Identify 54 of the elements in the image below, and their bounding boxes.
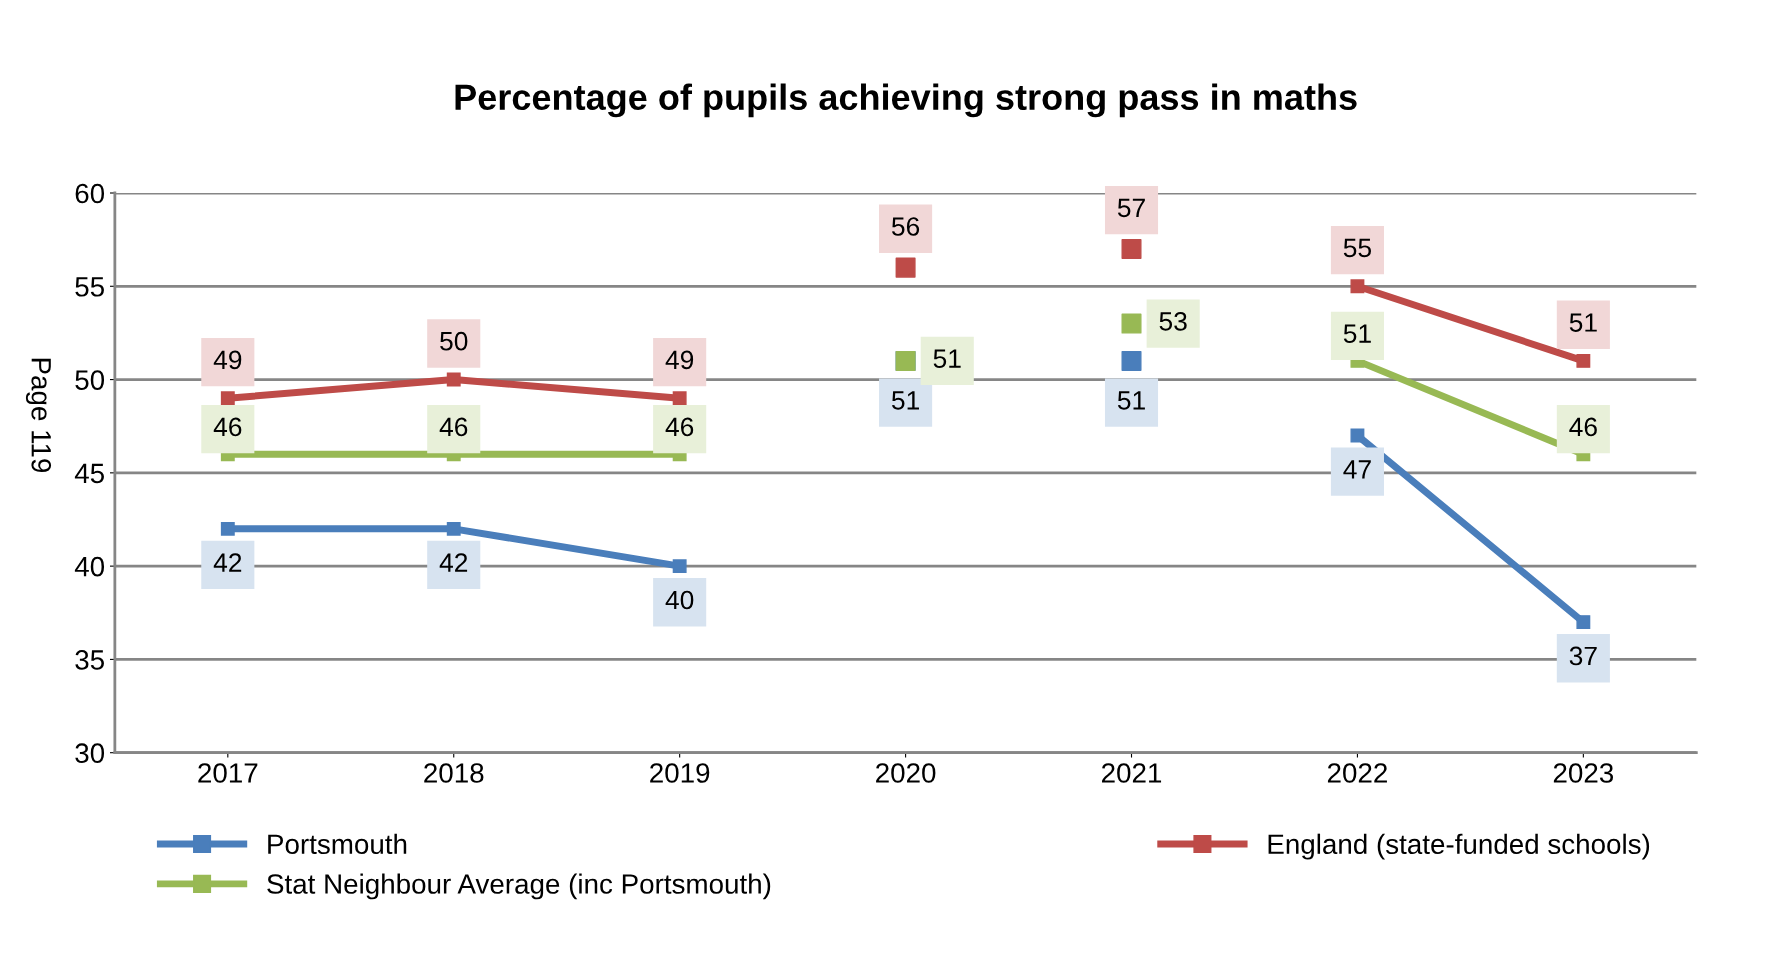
y-tick-label: 40 — [74, 556, 105, 577]
point — [446, 521, 461, 536]
data-label: 46 — [1569, 417, 1597, 437]
x-tick-label: 2019 — [650, 763, 710, 783]
data-label: 46 — [439, 417, 468, 437]
point — [220, 391, 235, 406]
data-label: 49 — [213, 350, 242, 370]
legend-label: Stat Neighbour Average (inc Portsmouth) — [267, 873, 771, 900]
point — [1576, 615, 1591, 630]
y-tick-label: 60 — [75, 183, 105, 204]
data-label: 53 — [1159, 311, 1187, 331]
point — [220, 521, 235, 536]
x-tick-label: 2018 — [424, 763, 484, 783]
x-tick-label: 2023 — [1553, 763, 1614, 783]
point — [1350, 279, 1365, 294]
data-label: 50 — [440, 331, 468, 351]
point — [672, 559, 687, 574]
point — [1121, 313, 1142, 334]
data-label: 42 — [439, 553, 468, 572]
legend-label: England (state-funded schools) — [1268, 833, 1650, 860]
data-label: 42 — [213, 553, 242, 572]
data-label: 55 — [1343, 238, 1372, 258]
chart-title: Percentage of pupils achieving strong pass in maths — [455, 83, 1357, 118]
point — [1121, 350, 1142, 371]
data-label: 46 — [665, 417, 694, 437]
point — [895, 257, 916, 278]
data-label: 51 — [1343, 324, 1371, 343]
text: Page 119 — [25, 358, 52, 473]
x-tick-label: 2021 — [1102, 763, 1162, 783]
x-tick-label: 2020 — [876, 763, 936, 783]
y-tick-label: 50 — [75, 370, 105, 390]
point — [446, 372, 461, 387]
point — [1576, 353, 1591, 368]
point — [672, 391, 687, 406]
y-tick-label: 35 — [75, 650, 104, 670]
point — [1121, 238, 1142, 259]
y-tick-label: 45 — [74, 463, 104, 484]
data-label: 57 — [1117, 198, 1145, 218]
point — [1350, 428, 1365, 443]
data-label: 51 — [1117, 391, 1145, 410]
data-label: 51 — [933, 349, 961, 368]
data-label: 51 — [1569, 313, 1597, 332]
data-label: 49 — [665, 350, 694, 370]
x-tick-label: 2022 — [1327, 763, 1387, 783]
data-label: 51 — [891, 391, 919, 410]
data-label: 56 — [891, 217, 920, 236]
data-label: 46 — [213, 417, 242, 437]
data-label: 40 — [665, 590, 694, 610]
data-label: 47 — [1343, 460, 1371, 479]
data-label: 37 — [1569, 646, 1597, 666]
y-tick-label: 55 — [75, 277, 104, 297]
x-tick-label: 2017 — [198, 763, 258, 783]
y-tick-label: 30 — [75, 743, 105, 764]
legend-label: Portsmouth — [268, 833, 407, 855]
